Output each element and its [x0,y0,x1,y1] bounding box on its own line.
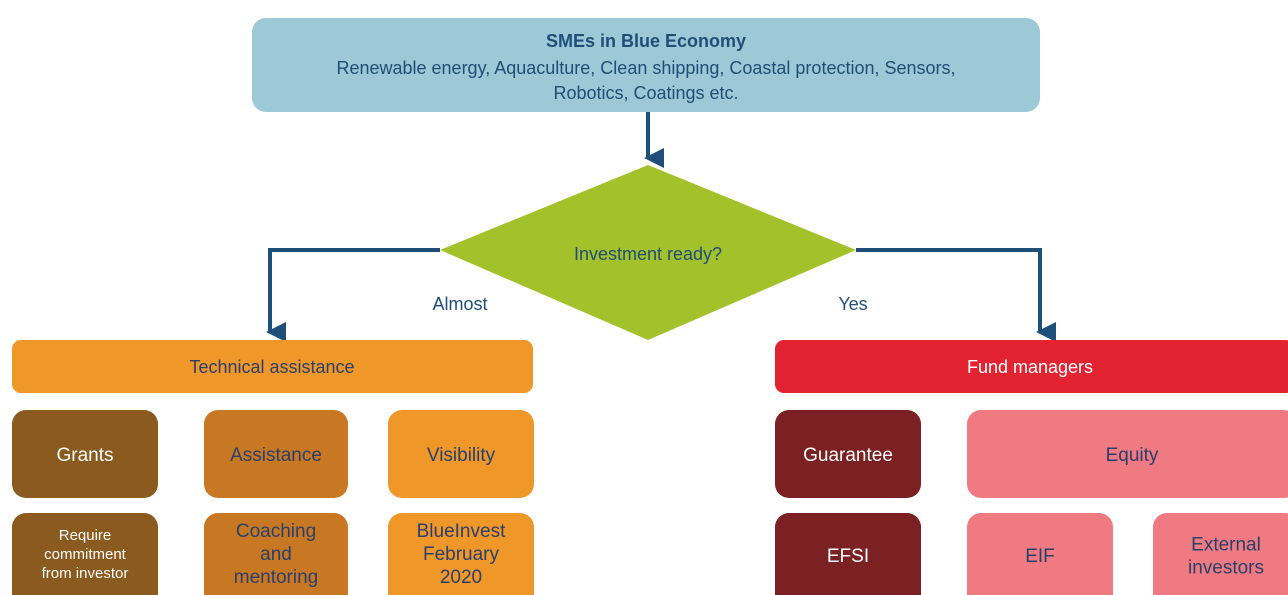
box-text: and [260,544,292,565]
box [775,410,921,498]
box-text: Coaching [236,521,316,542]
box-text: mentoring [234,567,319,588]
box [204,410,348,498]
box-text: February [423,544,500,565]
box [1153,513,1288,595]
box-text: BlueInvest [417,521,506,542]
box [388,410,534,498]
box-text: commitment [44,546,127,563]
top-box [252,18,1040,112]
box-text: Visibility [427,445,496,466]
box [967,513,1113,595]
top-title: SMEs in Blue Economy [546,31,746,51]
box-text: from investor [42,565,129,582]
right-header-text: Fund managers [967,357,1093,377]
branch-label: Almost [432,294,487,314]
box [967,410,1288,498]
box-text: EIF [1025,546,1055,567]
box [204,513,348,595]
top-line: Renewable energy, Aquaculture, Clean shi… [336,58,955,78]
box-text: Require [59,527,112,544]
box-text: investors [1188,558,1264,579]
branch-label: Yes [838,294,867,314]
box [12,410,158,498]
box-text: Grants [56,445,113,466]
arrow [266,248,440,342]
box-text: 2020 [440,567,482,588]
arrow [856,248,1056,342]
right-header [775,340,1288,393]
decision-diamond [440,165,856,340]
left-header [12,340,533,393]
box-text: External [1191,535,1261,556]
box [388,513,534,595]
box-text: Assistance [230,445,322,466]
top-line: Robotics, Coatings etc. [553,83,738,103]
box-text: Equity [1106,445,1159,466]
box-text: EFSI [827,546,869,567]
box [775,513,921,595]
decision-label: Investment ready? [574,244,722,264]
left-header-text: Technical assistance [189,357,354,377]
box-text: Guarantee [803,445,893,466]
box [12,513,158,595]
